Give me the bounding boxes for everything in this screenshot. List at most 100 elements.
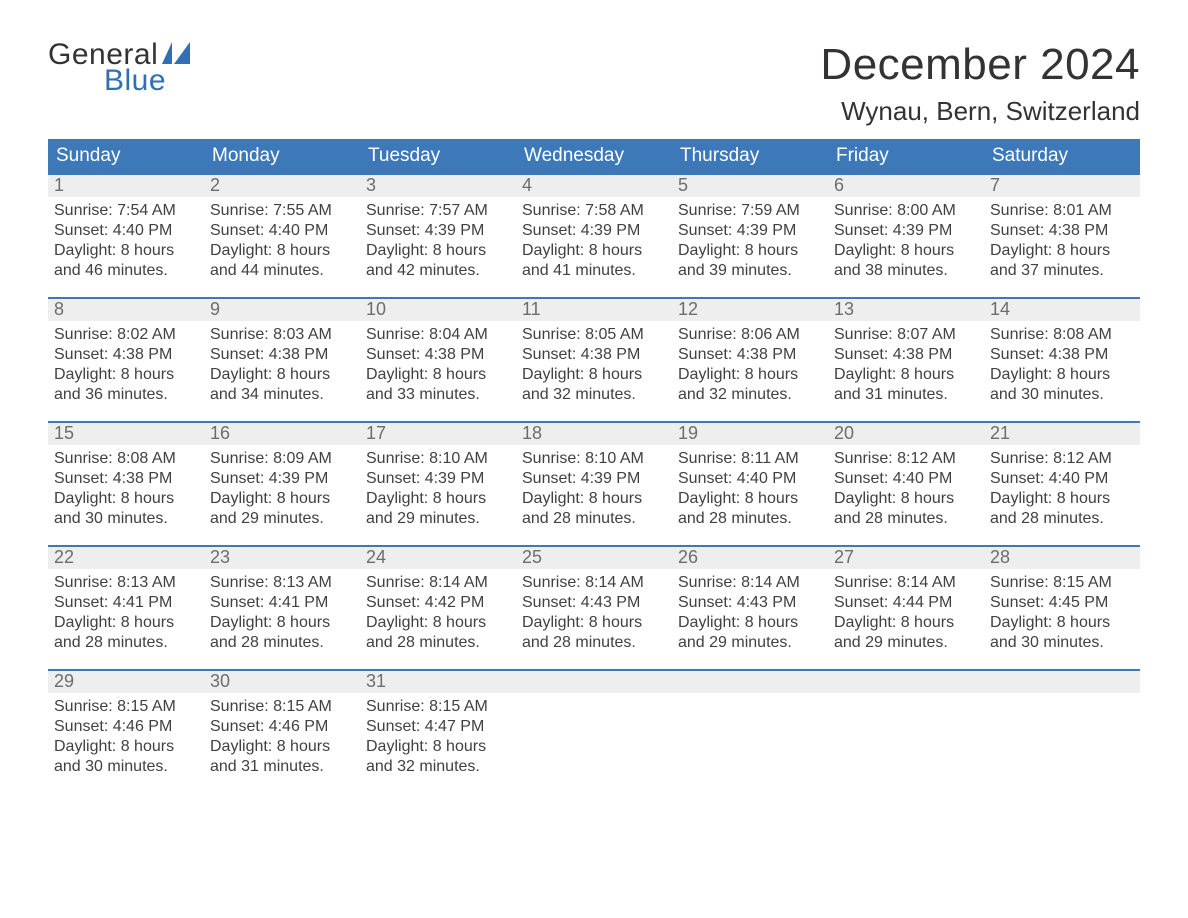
day-number: 16 xyxy=(204,423,360,445)
page-header: General Blue December 2024 Wynau, Bern, … xyxy=(48,40,1140,127)
sunset-text: Sunset: 4:40 PM xyxy=(834,469,978,489)
day-body: Sunrise: 7:54 AMSunset: 4:40 PMDaylight:… xyxy=(48,197,204,285)
day-cell: 5Sunrise: 7:59 AMSunset: 4:39 PMDaylight… xyxy=(672,175,828,287)
day-number xyxy=(516,671,672,693)
day-body: Sunrise: 8:11 AMSunset: 4:40 PMDaylight:… xyxy=(672,445,828,533)
brand-line2: Blue xyxy=(48,66,204,96)
day-number: 4 xyxy=(516,175,672,197)
day-body: Sunrise: 8:12 AMSunset: 4:40 PMDaylight:… xyxy=(828,445,984,533)
day-cell: 3Sunrise: 7:57 AMSunset: 4:39 PMDaylight… xyxy=(360,175,516,287)
day-number: 19 xyxy=(672,423,828,445)
day-body: Sunrise: 8:14 AMSunset: 4:43 PMDaylight:… xyxy=(516,569,672,657)
sunset-text: Sunset: 4:38 PM xyxy=(54,345,198,365)
day-number: 28 xyxy=(984,547,1140,569)
day-number: 26 xyxy=(672,547,828,569)
sunrise-text: Sunrise: 8:03 AM xyxy=(210,325,354,345)
sunrise-text: Sunrise: 8:07 AM xyxy=(834,325,978,345)
day-body: Sunrise: 8:09 AMSunset: 4:39 PMDaylight:… xyxy=(204,445,360,533)
sunset-text: Sunset: 4:44 PM xyxy=(834,593,978,613)
day-cell-empty xyxy=(516,671,672,783)
sunrise-text: Sunrise: 8:09 AM xyxy=(210,449,354,469)
sunrise-text: Sunrise: 8:06 AM xyxy=(678,325,822,345)
title-block: December 2024 Wynau, Bern, Switzerland xyxy=(820,40,1140,127)
sunset-text: Sunset: 4:40 PM xyxy=(678,469,822,489)
day-number: 9 xyxy=(204,299,360,321)
day-number: 21 xyxy=(984,423,1140,445)
day-cell-empty xyxy=(672,671,828,783)
day-number: 24 xyxy=(360,547,516,569)
sunrise-text: Sunrise: 7:59 AM xyxy=(678,201,822,221)
day-body: Sunrise: 8:08 AMSunset: 4:38 PMDaylight:… xyxy=(984,321,1140,409)
day-number: 30 xyxy=(204,671,360,693)
sunset-text: Sunset: 4:42 PM xyxy=(366,593,510,613)
weeks-container: 1Sunrise: 7:54 AMSunset: 4:40 PMDaylight… xyxy=(48,173,1140,783)
day-number: 14 xyxy=(984,299,1140,321)
day-number: 23 xyxy=(204,547,360,569)
daylight-text: Daylight: 8 hours and 28 minutes. xyxy=(54,613,198,653)
sunrise-text: Sunrise: 8:14 AM xyxy=(522,573,666,593)
sunrise-text: Sunrise: 8:04 AM xyxy=(366,325,510,345)
day-cell: 12Sunrise: 8:06 AMSunset: 4:38 PMDayligh… xyxy=(672,299,828,411)
day-number xyxy=(672,671,828,693)
day-cell: 16Sunrise: 8:09 AMSunset: 4:39 PMDayligh… xyxy=(204,423,360,535)
daylight-text: Daylight: 8 hours and 30 minutes. xyxy=(54,489,198,529)
day-body: Sunrise: 8:07 AMSunset: 4:38 PMDaylight:… xyxy=(828,321,984,409)
sunset-text: Sunset: 4:47 PM xyxy=(366,717,510,737)
day-body: Sunrise: 8:14 AMSunset: 4:42 PMDaylight:… xyxy=(360,569,516,657)
dow-wednesday: Wednesday xyxy=(516,139,672,173)
day-number: 3 xyxy=(360,175,516,197)
sunrise-text: Sunrise: 8:11 AM xyxy=(678,449,822,469)
sunset-text: Sunset: 4:38 PM xyxy=(990,221,1134,241)
daylight-text: Daylight: 8 hours and 28 minutes. xyxy=(522,489,666,529)
day-of-week-header: SundayMondayTuesdayWednesdayThursdayFrid… xyxy=(48,139,1140,173)
day-body: Sunrise: 8:03 AMSunset: 4:38 PMDaylight:… xyxy=(204,321,360,409)
day-body: Sunrise: 7:55 AMSunset: 4:40 PMDaylight:… xyxy=(204,197,360,285)
sunset-text: Sunset: 4:39 PM xyxy=(366,469,510,489)
day-number: 20 xyxy=(828,423,984,445)
sunset-text: Sunset: 4:38 PM xyxy=(990,345,1134,365)
day-number: 17 xyxy=(360,423,516,445)
day-cell: 9Sunrise: 8:03 AMSunset: 4:38 PMDaylight… xyxy=(204,299,360,411)
day-number: 1 xyxy=(48,175,204,197)
day-number xyxy=(984,671,1140,693)
week-row: 29Sunrise: 8:15 AMSunset: 4:46 PMDayligh… xyxy=(48,669,1140,783)
day-body: Sunrise: 8:10 AMSunset: 4:39 PMDaylight:… xyxy=(516,445,672,533)
day-cell: 21Sunrise: 8:12 AMSunset: 4:40 PMDayligh… xyxy=(984,423,1140,535)
dow-friday: Friday xyxy=(828,139,984,173)
sunrise-text: Sunrise: 8:15 AM xyxy=(990,573,1134,593)
dow-thursday: Thursday xyxy=(672,139,828,173)
sunset-text: Sunset: 4:43 PM xyxy=(678,593,822,613)
day-body: Sunrise: 8:04 AMSunset: 4:38 PMDaylight:… xyxy=(360,321,516,409)
day-cell: 24Sunrise: 8:14 AMSunset: 4:42 PMDayligh… xyxy=(360,547,516,659)
sunset-text: Sunset: 4:38 PM xyxy=(678,345,822,365)
sunset-text: Sunset: 4:40 PM xyxy=(990,469,1134,489)
sunrise-text: Sunrise: 8:14 AM xyxy=(366,573,510,593)
sunrise-text: Sunrise: 8:05 AM xyxy=(522,325,666,345)
sunrise-text: Sunrise: 8:15 AM xyxy=(210,697,354,717)
day-body: Sunrise: 8:02 AMSunset: 4:38 PMDaylight:… xyxy=(48,321,204,409)
dow-monday: Monday xyxy=(204,139,360,173)
sunrise-text: Sunrise: 8:13 AM xyxy=(54,573,198,593)
sunset-text: Sunset: 4:39 PM xyxy=(210,469,354,489)
day-cell: 10Sunrise: 8:04 AMSunset: 4:38 PMDayligh… xyxy=(360,299,516,411)
daylight-text: Daylight: 8 hours and 31 minutes. xyxy=(834,365,978,405)
sunrise-text: Sunrise: 7:55 AM xyxy=(210,201,354,221)
sunrise-text: Sunrise: 8:15 AM xyxy=(366,697,510,717)
daylight-text: Daylight: 8 hours and 46 minutes. xyxy=(54,241,198,281)
sunrise-text: Sunrise: 8:12 AM xyxy=(834,449,978,469)
daylight-text: Daylight: 8 hours and 33 minutes. xyxy=(366,365,510,405)
daylight-text: Daylight: 8 hours and 29 minutes. xyxy=(678,613,822,653)
daylight-text: Daylight: 8 hours and 30 minutes. xyxy=(990,613,1134,653)
daylight-text: Daylight: 8 hours and 32 minutes. xyxy=(522,365,666,405)
day-body: Sunrise: 8:05 AMSunset: 4:38 PMDaylight:… xyxy=(516,321,672,409)
daylight-text: Daylight: 8 hours and 44 minutes. xyxy=(210,241,354,281)
sunset-text: Sunset: 4:45 PM xyxy=(990,593,1134,613)
day-number: 5 xyxy=(672,175,828,197)
sunset-text: Sunset: 4:39 PM xyxy=(522,221,666,241)
day-number: 18 xyxy=(516,423,672,445)
day-number: 10 xyxy=(360,299,516,321)
sunset-text: Sunset: 4:38 PM xyxy=(366,345,510,365)
daylight-text: Daylight: 8 hours and 28 minutes. xyxy=(990,489,1134,529)
daylight-text: Daylight: 8 hours and 36 minutes. xyxy=(54,365,198,405)
daylight-text: Daylight: 8 hours and 34 minutes. xyxy=(210,365,354,405)
